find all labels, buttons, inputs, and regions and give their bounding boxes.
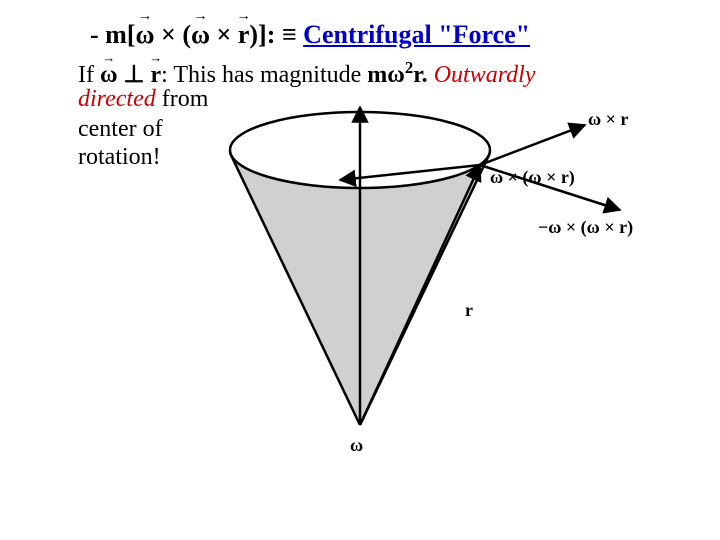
title-cross1: × (	[155, 20, 191, 49]
line2-mag2: r.	[413, 62, 427, 88]
line3-directed: directed	[78, 86, 156, 112]
label-omega-cross-r: ω × r	[588, 109, 628, 130]
title-r: r→	[238, 20, 250, 50]
line2-text1: : This has magnitude	[161, 62, 367, 88]
omega-cross-r-vector	[480, 125, 585, 165]
centrifugal-force-link[interactable]: Centrifugal "Force"	[303, 20, 530, 49]
label-r: r	[465, 300, 473, 321]
line2-r: r→	[150, 62, 161, 89]
line2-outwardly: Outwardly	[428, 62, 536, 88]
line2-if: If	[78, 62, 100, 88]
title-cross2: ×	[210, 20, 238, 49]
line5: rotation!	[78, 144, 161, 171]
label-omega-cross-omega-cross-r: ω × (ω × r)	[490, 167, 575, 188]
line3: directed from	[78, 86, 208, 113]
line2-omega: ω→	[100, 62, 118, 89]
title-omega2: ω→	[191, 20, 210, 50]
line2-exp: 2	[405, 58, 413, 77]
line4: center of	[78, 116, 163, 143]
centrifugal-figure: ω × r ω × (ω × r) −ω × (ω × r) r ω	[190, 95, 660, 465]
line2-perp: ⊥	[118, 62, 151, 88]
title-line: - m[ω→ × (ω→ × r→)]: ≡ Centrifugal "Forc…	[90, 20, 690, 50]
line2-mag1: mω	[367, 62, 405, 88]
label-omega: ω	[350, 435, 363, 456]
label-neg-omega-cross-omega-cross-r: −ω × (ω × r)	[538, 217, 633, 238]
page-root: - m[ω→ × (ω→ × r→)]: ≡ Centrifugal "Forc…	[0, 0, 720, 540]
title-omega1: ω→	[135, 20, 154, 50]
figure-svg	[190, 95, 660, 465]
line2: If ω→ ⊥ r→: This has magnitude mω2r. Out…	[78, 58, 698, 89]
title-suffix: )]: ≡	[249, 20, 303, 49]
title-prefix: - m[	[90, 20, 135, 49]
